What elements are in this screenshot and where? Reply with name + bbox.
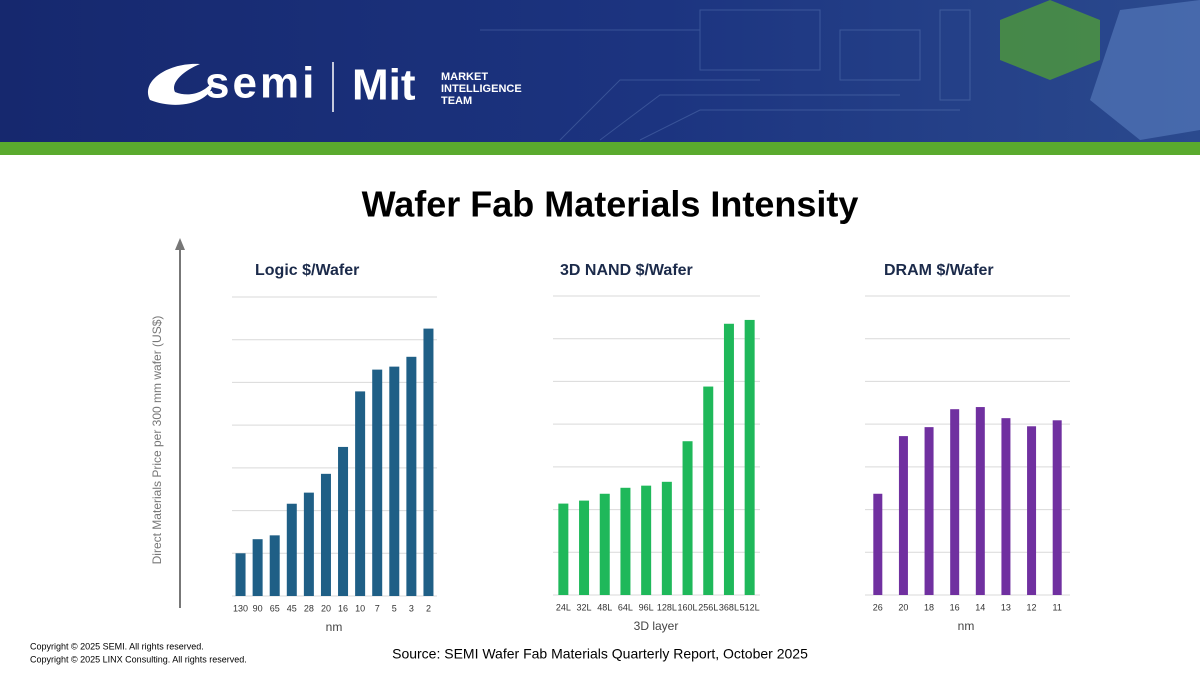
bar [338, 446, 349, 596]
x-tick-label: 90 [253, 603, 263, 613]
mit-logo: Mit [352, 61, 416, 110]
x-tick-label: 48L [597, 602, 612, 612]
bar [641, 485, 652, 595]
bar [723, 323, 734, 595]
x-tick-label: 32L [577, 602, 592, 612]
bar [1027, 426, 1037, 595]
bar [924, 427, 934, 595]
y-axis-label: Direct Materials Price per 300 mm wafer … [150, 316, 164, 565]
semi-logo: semi [205, 59, 317, 108]
x-tick-label: 3 [409, 603, 414, 613]
x-tick-label: 26 [873, 602, 883, 612]
bar [252, 539, 263, 596]
x-tick-label: 96L [639, 602, 654, 612]
source-note: Source: SEMI Wafer Fab Materials Quarter… [392, 646, 808, 662]
bar [950, 409, 960, 595]
hexagon-decoration [1090, 0, 1200, 140]
x-tick-label: 11 [1053, 602, 1062, 612]
x-tick-label: 13 [1001, 602, 1011, 612]
x-axis-label: 3D layer [634, 619, 679, 633]
bar [703, 386, 714, 595]
x-tick-label: 2 [426, 603, 431, 613]
x-tick-label: 7 [375, 603, 380, 613]
x-tick-label: 64L [618, 602, 633, 612]
x-axis-label: nm [958, 619, 975, 633]
copyright: Copyright © 2025 LINX Consulting. All ri… [30, 654, 247, 664]
bar [579, 500, 590, 595]
x-tick-label: 130 [233, 603, 248, 613]
bar [303, 492, 314, 596]
bar [1052, 420, 1062, 595]
bar [682, 441, 693, 595]
circuit-decoration [480, 9, 971, 141]
bar [406, 356, 417, 596]
bar [1001, 418, 1011, 595]
mit-text: MARKET [441, 71, 488, 83]
x-tick-label: 368L [719, 602, 739, 612]
x-tick-label: 65 [270, 603, 280, 613]
bar [898, 436, 908, 595]
x-tick-label: 20 [898, 602, 908, 612]
arrow-head [175, 238, 185, 250]
bar [269, 535, 280, 596]
bar [355, 391, 366, 596]
bar [389, 366, 400, 596]
bar [599, 493, 610, 595]
bar [620, 487, 631, 595]
x-tick-label: 28 [304, 603, 314, 613]
chart-title: 3D NAND $/Wafer [560, 262, 693, 279]
x-tick-label: 256L [698, 602, 718, 612]
bar [975, 407, 985, 595]
x-tick-label: 160L [678, 602, 698, 612]
bar [744, 319, 755, 595]
x-tick-label: 14 [975, 602, 985, 612]
mit-text: INTELLIGENCE [441, 83, 522, 95]
chart-title: Logic $/Wafer [255, 262, 359, 279]
bar [372, 369, 383, 596]
x-tick-label: 512L [740, 602, 760, 612]
x-tick-label: 10 [355, 603, 365, 613]
bar [661, 481, 672, 595]
bar [286, 503, 297, 596]
green-stripe [0, 142, 1200, 155]
x-tick-label: 24L [556, 602, 571, 612]
x-tick-label: 45 [287, 603, 297, 613]
x-tick-label: 128L [657, 602, 677, 612]
bar [423, 328, 434, 596]
mit-text: TEAM [441, 95, 472, 107]
hexagon-decoration [1000, 0, 1100, 80]
slide-title: Wafer Fab Materials Intensity [362, 184, 859, 225]
x-tick-label: 5 [392, 603, 397, 613]
x-tick-label: 16 [950, 602, 960, 612]
chart-title: DRAM $/Wafer [884, 262, 994, 279]
x-tick-label: 20 [321, 603, 331, 613]
copyright: Copyright © 2025 SEMI. All rights reserv… [30, 641, 204, 651]
semi-swoosh [148, 63, 213, 105]
x-axis-label: nm [326, 620, 343, 634]
bar [235, 553, 246, 596]
bar [558, 503, 569, 595]
bar [320, 473, 331, 596]
x-tick-label: 16 [338, 603, 348, 613]
bar [873, 493, 883, 595]
x-tick-label: 12 [1027, 602, 1037, 612]
x-tick-label: 18 [924, 602, 934, 612]
